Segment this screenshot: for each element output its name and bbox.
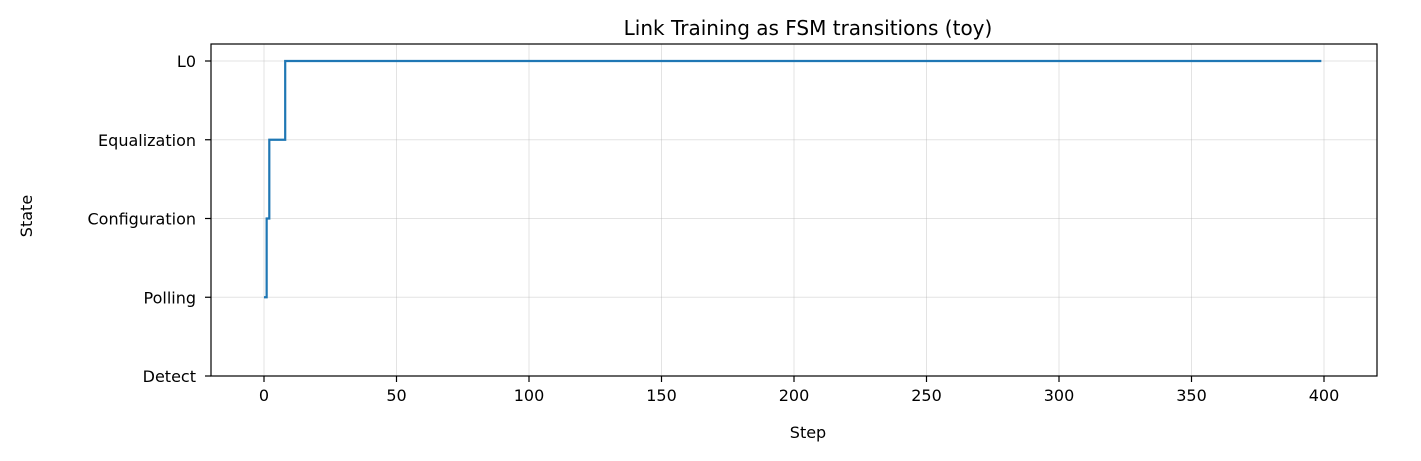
x-tick-label: 400 bbox=[1309, 386, 1340, 405]
y-tick-label: Detect bbox=[143, 367, 196, 386]
y-tick-label: Configuration bbox=[87, 210, 196, 229]
y-tick-label: L0 bbox=[177, 52, 196, 71]
series-layer bbox=[264, 59, 1322, 299]
x-tick-label: 150 bbox=[646, 386, 677, 405]
x-tick-label: 350 bbox=[1176, 386, 1207, 405]
x-tick-label: 0 bbox=[259, 386, 269, 405]
x-axis-label: Step bbox=[790, 423, 826, 442]
x-tick-label: 300 bbox=[1044, 386, 1075, 405]
x-tick-label: 50 bbox=[386, 386, 406, 405]
x-tick-label: 250 bbox=[911, 386, 942, 405]
y-tick-label: Equalization bbox=[98, 131, 196, 150]
x-tick-label: 200 bbox=[779, 386, 810, 405]
y-tick-label: Polling bbox=[144, 288, 197, 307]
x-axis-ticks: 0 50 100 150 200 250 300 350 400 bbox=[259, 376, 1339, 405]
chart-title: Link Training as FSM transitions (toy) bbox=[624, 16, 993, 40]
series-line bbox=[264, 59, 1322, 299]
y-axis-label: State bbox=[17, 195, 36, 237]
y-axis-ticks: Detect Polling Configuration Equalization L0 bbox=[87, 52, 211, 386]
x-tick-label: 100 bbox=[514, 386, 545, 405]
